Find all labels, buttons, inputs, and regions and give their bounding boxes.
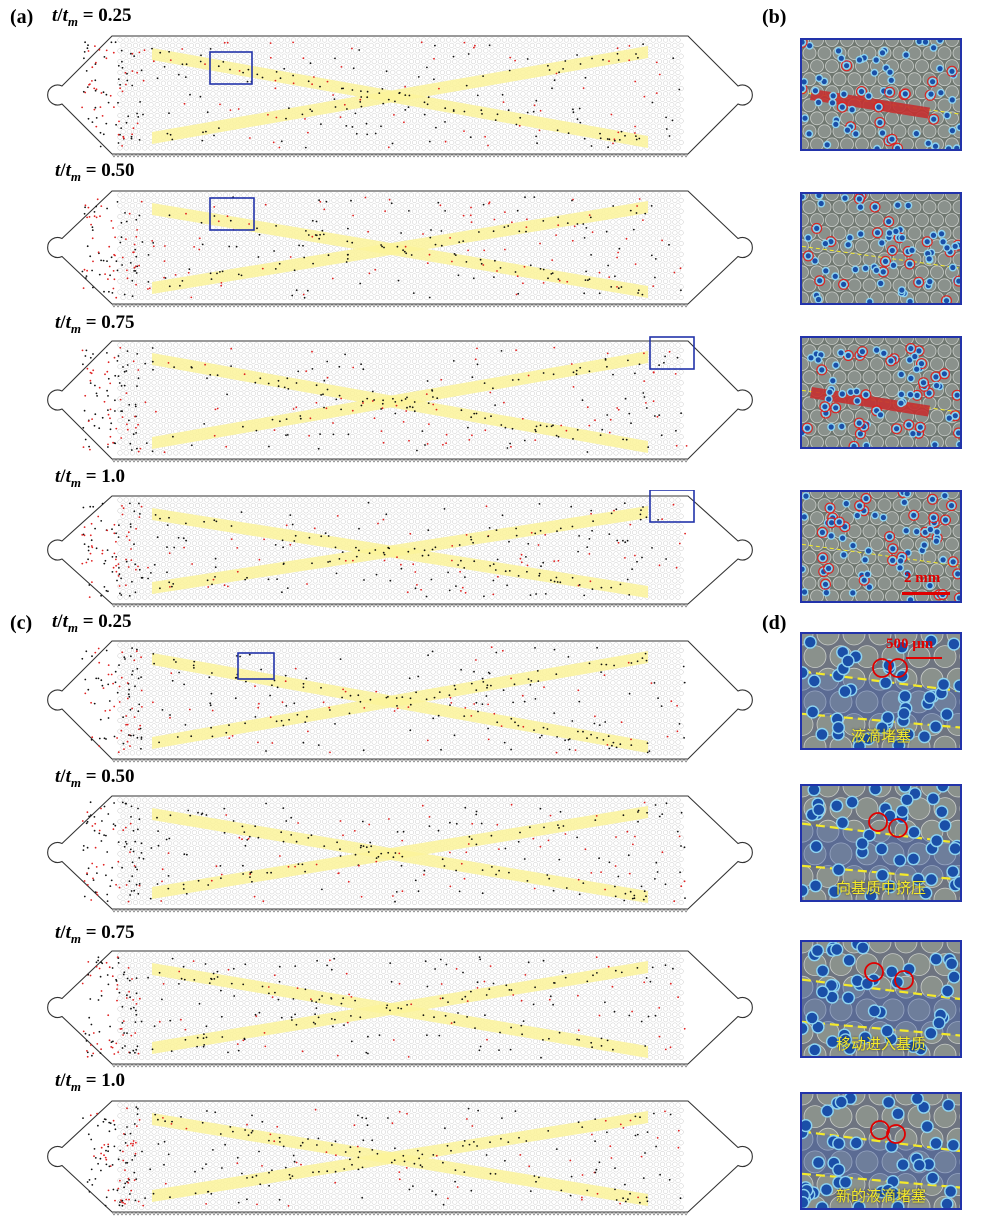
scale-bar-2mm	[902, 592, 950, 595]
chip-a4	[47, 490, 753, 608]
chip-c4	[47, 1100, 753, 1216]
packing-band-ascending	[152, 506, 648, 594]
chip-c1	[47, 640, 753, 763]
zoom-caption-d3: 移动进入基质	[835, 1035, 926, 1053]
highlight-ring	[870, 1120, 890, 1140]
chip-edge-serration	[111, 603, 689, 608]
packing-band-ascending	[152, 961, 648, 1054]
droplet-scatter	[81, 346, 688, 454]
highlight-ring	[872, 658, 892, 678]
highlight-ring	[868, 812, 888, 832]
droplet-scatter	[81, 956, 686, 1059]
band-boundary-line	[802, 245, 960, 269]
chip-c3	[47, 950, 753, 1068]
chip-edge-serration	[111, 1063, 689, 1068]
time-label-c4: t/tm = 1.0	[55, 1070, 126, 1094]
chip-edge-serration	[111, 1211, 689, 1216]
chip-a3	[47, 336, 753, 463]
packing-band-ascending	[152, 651, 648, 749]
droplets	[802, 634, 960, 748]
chip-edge-serration	[111, 303, 689, 308]
packing-band-ascending	[152, 1111, 648, 1202]
zoom-region-box	[209, 51, 253, 85]
packing-band-ascending	[152, 201, 648, 294]
chip-a1	[47, 35, 753, 158]
droplets	[802, 343, 960, 447]
chip-edge-serration	[111, 758, 689, 763]
panel-letter-c: (c)	[10, 612, 33, 634]
panel-letter-a: (a)	[10, 6, 34, 28]
droplets	[802, 1094, 960, 1208]
zoom-d4: 新的液滴堵塞	[800, 1092, 962, 1210]
highlight-ring	[864, 962, 884, 982]
zoom-b4: 2 mm	[800, 490, 962, 603]
scale-label-2mm: 2 mm	[904, 570, 941, 586]
pillar-grid	[802, 338, 960, 447]
zoom-region-box	[209, 197, 255, 231]
droplet-blockage-cluster	[810, 89, 930, 119]
zoom-region-box	[649, 490, 695, 523]
zoom-caption-d4: 新的液滴堵塞	[835, 1187, 926, 1205]
droplets	[802, 786, 960, 900]
highlight-ring	[888, 658, 908, 678]
pillar-array	[117, 952, 684, 1061]
packing-band-ascending	[152, 46, 648, 144]
chip-edge-serration	[111, 908, 689, 913]
zoom-b3	[800, 336, 962, 449]
band-boundary-line	[802, 670, 960, 693]
droplet-scatter	[82, 1106, 682, 1207]
packing-band-ascending	[152, 351, 648, 449]
highlight-ring	[894, 970, 914, 990]
zoom-caption-d1: 液滴堵塞	[850, 727, 911, 745]
time-label-a3: t/tm = 0.75	[55, 312, 135, 336]
highlight-ring	[888, 818, 908, 838]
scale-label-500um: 500 μm	[886, 636, 934, 652]
time-label-a1: t/tm = 0.25	[52, 5, 132, 29]
zoom-d3: 移动进入基质	[800, 940, 962, 1058]
droplets	[802, 492, 960, 601]
time-label-c3: t/tm = 0.75	[55, 922, 135, 946]
panel-letter-b: (b)	[762, 6, 787, 28]
zoom-region-box	[237, 652, 275, 680]
droplet-scatter	[81, 801, 686, 903]
zoom-b2	[800, 192, 962, 305]
scale-bar-500um	[906, 657, 942, 659]
zoom-region-box	[649, 336, 695, 370]
zoom-b1	[800, 38, 962, 151]
band-boundary-line	[802, 1172, 960, 1189]
droplet-scatter	[81, 41, 681, 149]
chip-edge-serration	[111, 458, 689, 463]
chip-a2	[47, 190, 753, 308]
chip-c2	[47, 795, 753, 913]
time-label-c2: t/tm = 0.50	[55, 766, 135, 790]
zoom-caption-d2: 向基质中挤压	[835, 879, 926, 897]
zoom-d1: 500 μm 液滴堵塞	[800, 632, 962, 750]
zoom-d2: 向基质中挤压	[800, 784, 962, 902]
highlight-ring	[886, 1124, 906, 1144]
chip-edge-serration	[111, 153, 689, 158]
droplet-scatter	[81, 646, 686, 754]
droplets	[802, 40, 960, 149]
droplets	[802, 194, 960, 303]
time-label-a2: t/tm = 0.50	[55, 160, 135, 184]
packing-band-ascending	[152, 806, 648, 899]
band-boundary-line	[802, 543, 960, 567]
time-label-c1: t/tm = 0.25	[52, 611, 132, 635]
droplet-scatter	[81, 196, 682, 299]
time-label-a4: t/tm = 1.0	[55, 466, 126, 490]
panel-letter-d: (d)	[762, 612, 787, 634]
droplet-scatter	[81, 501, 686, 598]
band-boundary-line	[802, 978, 960, 1001]
